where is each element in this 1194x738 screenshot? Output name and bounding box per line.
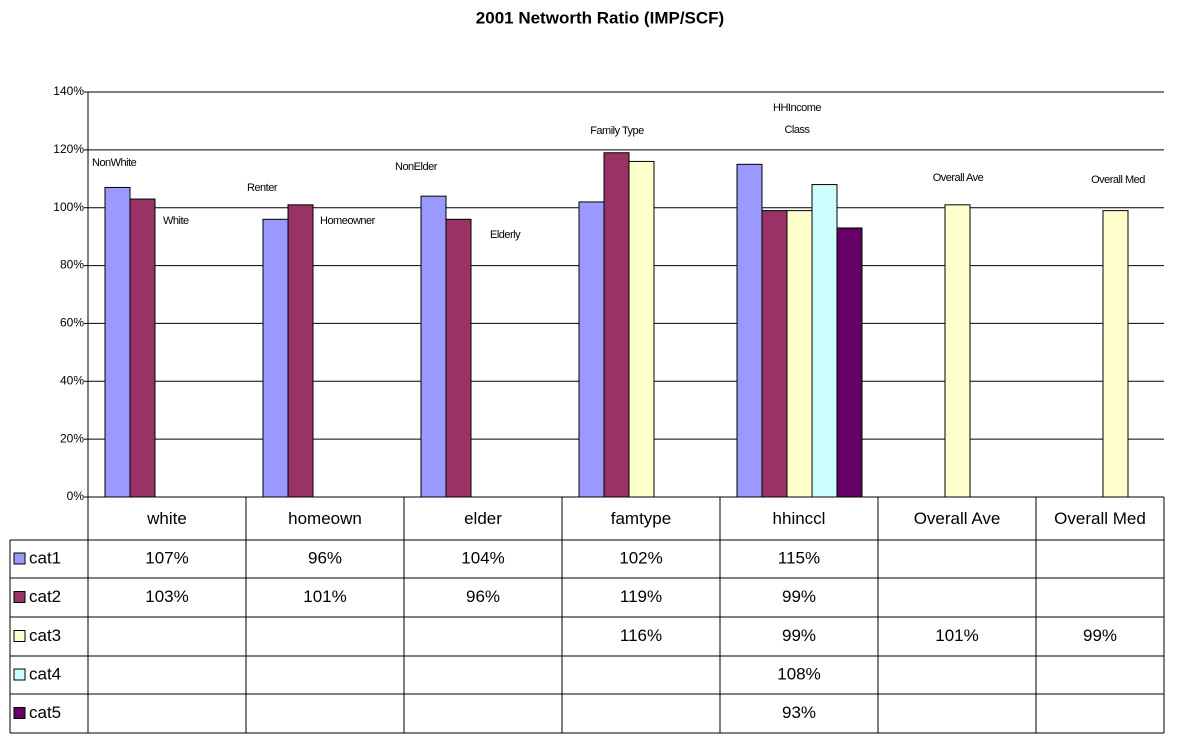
annotation: NonElder — [395, 161, 438, 173]
data-label: 107% — [145, 548, 188, 567]
bar — [761, 210, 788, 498]
data-label: 104% — [461, 548, 504, 567]
data-label: 93% — [782, 703, 816, 722]
data-label: 119% — [620, 587, 662, 606]
data-label: 101% — [303, 587, 346, 606]
bar — [1102, 210, 1129, 498]
legend-swatch — [13, 668, 26, 681]
x-tick-label: Overall Med — [1054, 509, 1146, 528]
x-tick-label: homeown — [288, 509, 362, 528]
data-label: 99% — [782, 626, 816, 645]
legend-label: cat1 — [29, 548, 61, 567]
annotation: Renter — [247, 182, 278, 194]
bar — [811, 184, 838, 498]
x-tick-label: hhinccl — [773, 509, 826, 528]
annotation: White — [163, 215, 189, 227]
bar — [836, 227, 863, 498]
data-label: 116% — [620, 626, 662, 645]
y-tick-label: 20% — [60, 431, 84, 445]
y-tick-label: 80% — [60, 258, 84, 272]
x-tick-label: famtype — [611, 509, 671, 528]
bar — [944, 204, 971, 498]
data-label: 115% — [778, 548, 820, 567]
bar — [603, 152, 630, 498]
bar — [129, 198, 156, 498]
annotation: Overall Ave — [933, 172, 984, 184]
chart-title: 2001 Networth Ratio (IMP/SCF) — [476, 8, 724, 27]
bar — [736, 163, 763, 498]
legend-label: cat2 — [29, 587, 61, 606]
data-label: 99% — [782, 587, 816, 606]
legend-label: cat4 — [29, 664, 61, 683]
bar — [445, 218, 472, 498]
bar — [287, 204, 314, 498]
bar — [628, 160, 655, 498]
x-tick-label: white — [146, 509, 187, 528]
annotation: Overall Med — [1091, 174, 1145, 186]
y-tick-label: 40% — [60, 373, 84, 387]
legend-label: cat5 — [29, 703, 61, 722]
y-tick-label: 120% — [53, 142, 84, 156]
legend-swatch — [13, 707, 26, 719]
data-label: 96% — [308, 548, 342, 567]
data-label: 99% — [1083, 626, 1117, 645]
bar — [420, 195, 447, 498]
annotation: Class — [784, 124, 810, 136]
y-tick-label: 0% — [67, 489, 85, 503]
annotation: HHIncome — [773, 102, 821, 114]
annotation: NonWhite — [92, 157, 137, 169]
legend-label: cat3 — [29, 626, 61, 645]
bar — [786, 210, 813, 498]
data-label: 103% — [145, 587, 188, 606]
data-label: 101% — [935, 626, 978, 645]
annotation: Elderly — [490, 229, 521, 241]
data-label: 96% — [466, 587, 500, 606]
x-tick-label: Overall Ave — [914, 509, 1001, 528]
data-label: 108% — [777, 664, 820, 683]
y-tick-label: 140% — [53, 84, 84, 98]
legend-swatch — [13, 630, 26, 642]
bar — [104, 186, 131, 498]
annotation: Homeowner — [320, 215, 376, 227]
data-label: 102% — [619, 548, 662, 567]
annotation: Family Type — [590, 125, 644, 137]
bar — [578, 201, 605, 498]
legend-swatch — [13, 591, 26, 603]
x-tick-label: elder — [464, 509, 502, 528]
bar — [262, 218, 289, 498]
y-tick-label: 100% — [53, 200, 84, 214]
legend-swatch — [13, 552, 26, 565]
y-tick-label: 60% — [60, 316, 84, 330]
